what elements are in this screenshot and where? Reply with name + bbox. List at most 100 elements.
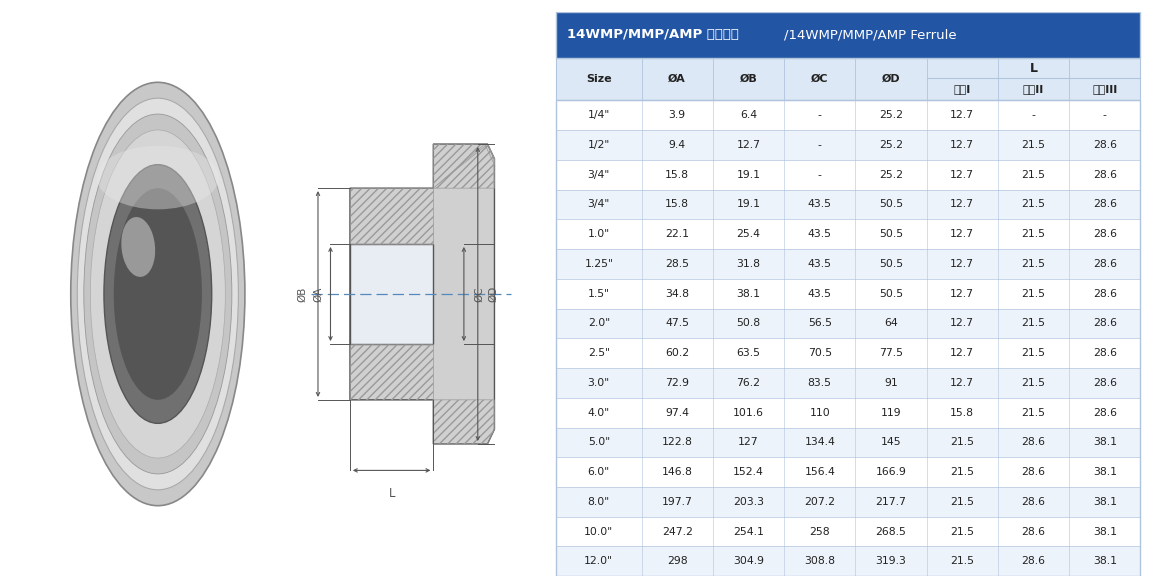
Text: 25.2: 25.2 bbox=[879, 111, 903, 121]
Text: ØB: ØB bbox=[298, 286, 308, 302]
Bar bbox=[556, 309, 1141, 338]
Text: 25.2: 25.2 bbox=[879, 140, 903, 150]
Text: 43.5: 43.5 bbox=[808, 259, 831, 269]
Ellipse shape bbox=[78, 98, 239, 490]
Bar bbox=[556, 130, 1141, 160]
Bar bbox=[556, 368, 1141, 398]
Text: ØC: ØC bbox=[811, 74, 828, 84]
Text: 9.4: 9.4 bbox=[668, 140, 686, 150]
Text: ØD: ØD bbox=[488, 286, 498, 302]
Polygon shape bbox=[350, 144, 494, 444]
Text: 38.1: 38.1 bbox=[736, 289, 761, 299]
Text: 28.6: 28.6 bbox=[1093, 259, 1116, 269]
Text: 28.6: 28.6 bbox=[1093, 319, 1116, 329]
Text: 12.7: 12.7 bbox=[951, 348, 974, 358]
Text: 21.5: 21.5 bbox=[1021, 319, 1046, 329]
Ellipse shape bbox=[83, 114, 232, 474]
Text: 258: 258 bbox=[809, 527, 830, 537]
Text: ØA: ØA bbox=[313, 286, 323, 302]
Text: 31.8: 31.8 bbox=[736, 259, 761, 269]
Text: 38.1: 38.1 bbox=[1093, 556, 1116, 566]
Text: 60.2: 60.2 bbox=[665, 348, 689, 358]
Text: 12.7: 12.7 bbox=[951, 199, 974, 209]
Text: 3.9: 3.9 bbox=[668, 111, 686, 121]
Text: 12.7: 12.7 bbox=[951, 229, 974, 239]
Bar bbox=[556, 58, 1141, 101]
Ellipse shape bbox=[113, 188, 201, 400]
Text: 4.0": 4.0" bbox=[588, 407, 610, 417]
Text: 12.7: 12.7 bbox=[951, 140, 974, 150]
Text: 1.5": 1.5" bbox=[588, 289, 610, 299]
Ellipse shape bbox=[122, 202, 132, 386]
Text: 28.6: 28.6 bbox=[1093, 348, 1116, 358]
Text: 28.6: 28.6 bbox=[1093, 407, 1116, 417]
Text: 21.5: 21.5 bbox=[1021, 259, 1046, 269]
Text: 28.5: 28.5 bbox=[665, 259, 689, 269]
Text: 38.1: 38.1 bbox=[1093, 497, 1116, 507]
Text: 50.5: 50.5 bbox=[879, 289, 903, 299]
Text: 156.4: 156.4 bbox=[805, 467, 835, 477]
Text: 3/4": 3/4" bbox=[587, 170, 610, 180]
Text: 97.4: 97.4 bbox=[665, 407, 689, 417]
Text: 21.5: 21.5 bbox=[1021, 199, 1046, 209]
Text: 28.6: 28.6 bbox=[1093, 199, 1116, 209]
Text: 43.5: 43.5 bbox=[808, 199, 831, 209]
Text: 1/2": 1/2" bbox=[587, 140, 610, 150]
Text: 122.8: 122.8 bbox=[661, 437, 692, 447]
Text: 72.9: 72.9 bbox=[665, 378, 689, 388]
Text: 1.25": 1.25" bbox=[585, 259, 614, 269]
Text: 19.1: 19.1 bbox=[736, 170, 761, 180]
Text: 25.4: 25.4 bbox=[736, 229, 761, 239]
Text: Size: Size bbox=[586, 74, 611, 84]
Text: 28.6: 28.6 bbox=[1093, 289, 1116, 299]
Ellipse shape bbox=[90, 130, 226, 458]
Text: 152.4: 152.4 bbox=[733, 467, 764, 477]
Text: 15.8: 15.8 bbox=[951, 407, 974, 417]
Text: 21.5: 21.5 bbox=[951, 437, 974, 447]
Text: 247.2: 247.2 bbox=[661, 527, 692, 537]
Text: 268.5: 268.5 bbox=[875, 527, 907, 537]
Text: 15.8: 15.8 bbox=[665, 170, 689, 180]
Text: -: - bbox=[1032, 111, 1035, 121]
Text: 3/4": 3/4" bbox=[587, 199, 610, 209]
Text: 12.7: 12.7 bbox=[951, 170, 974, 180]
Text: 50.5: 50.5 bbox=[879, 229, 903, 239]
Ellipse shape bbox=[104, 165, 212, 423]
Text: 1/4": 1/4" bbox=[587, 111, 610, 121]
Text: 25.2: 25.2 bbox=[879, 170, 903, 180]
Text: ØD: ØD bbox=[881, 74, 900, 84]
Text: 28.6: 28.6 bbox=[1093, 170, 1116, 180]
Bar bbox=[556, 457, 1141, 487]
Text: 119: 119 bbox=[881, 407, 901, 417]
Text: 127: 127 bbox=[738, 437, 758, 447]
Text: ØA: ØA bbox=[668, 74, 686, 84]
Text: ØC: ØC bbox=[474, 286, 484, 302]
Text: -: - bbox=[818, 111, 822, 121]
Text: 28.6: 28.6 bbox=[1021, 467, 1046, 477]
Text: 系列I: 系列I bbox=[954, 84, 970, 94]
Text: 21.5: 21.5 bbox=[1021, 170, 1046, 180]
Text: 12.7: 12.7 bbox=[951, 319, 974, 329]
Text: 70.5: 70.5 bbox=[807, 348, 831, 358]
Text: 134.4: 134.4 bbox=[805, 437, 835, 447]
Text: 28.6: 28.6 bbox=[1021, 437, 1046, 447]
Text: 38.1: 38.1 bbox=[1093, 437, 1116, 447]
Text: 19.1: 19.1 bbox=[736, 199, 761, 209]
Text: 6.0": 6.0" bbox=[588, 467, 610, 477]
Text: 77.5: 77.5 bbox=[879, 348, 903, 358]
Text: 12.7: 12.7 bbox=[951, 378, 974, 388]
Text: 50.5: 50.5 bbox=[879, 259, 903, 269]
Bar bbox=[556, 101, 1141, 130]
Text: 207.2: 207.2 bbox=[804, 497, 835, 507]
Text: 21.5: 21.5 bbox=[1021, 289, 1046, 299]
Text: 5.0": 5.0" bbox=[588, 437, 610, 447]
Text: 21.5: 21.5 bbox=[1021, 140, 1046, 150]
Text: 6.4: 6.4 bbox=[740, 111, 757, 121]
Polygon shape bbox=[350, 244, 433, 344]
Text: 145: 145 bbox=[881, 437, 901, 447]
Text: 系列II: 系列II bbox=[1023, 84, 1045, 94]
Text: 28.6: 28.6 bbox=[1093, 140, 1116, 150]
Text: 21.5: 21.5 bbox=[1021, 407, 1046, 417]
Text: 10.0": 10.0" bbox=[585, 527, 614, 537]
Bar bbox=[556, 546, 1141, 576]
